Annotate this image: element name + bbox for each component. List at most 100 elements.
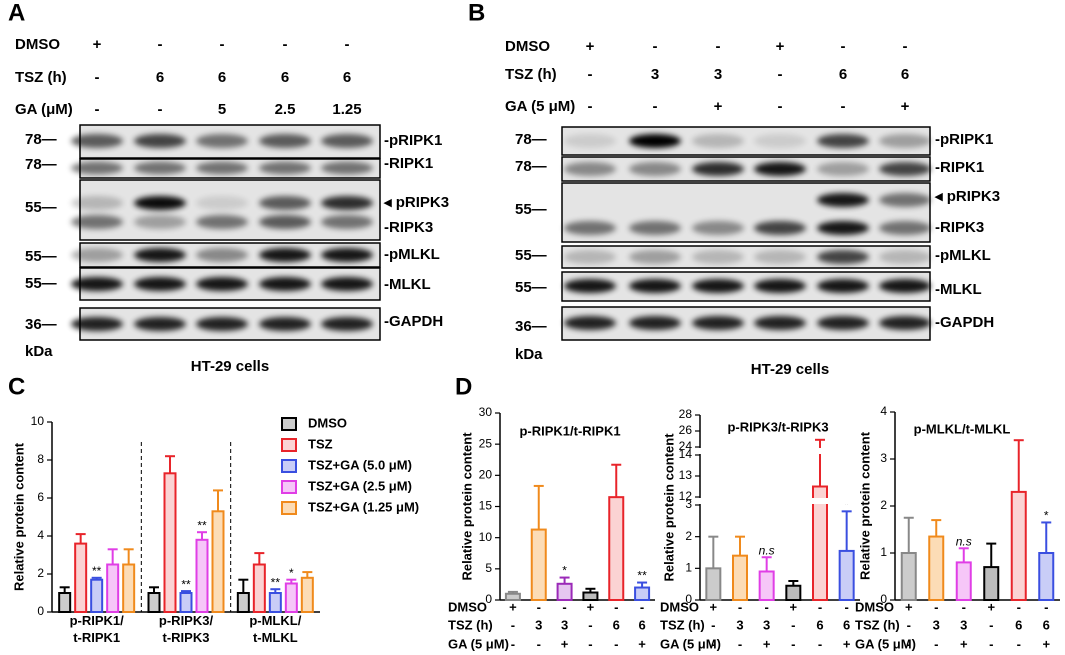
chart-title: p-MLKL/t-MLKL [914, 421, 1011, 436]
band [817, 279, 869, 293]
lane-label: - [95, 101, 100, 118]
error-bar [637, 581, 648, 588]
error-bar [903, 516, 914, 553]
x-row-value: + [843, 636, 851, 651]
band [259, 215, 311, 229]
row-label: GA (5 μM) [505, 98, 575, 115]
mw-marker: 78— [25, 156, 57, 173]
x-row-value: - [614, 599, 618, 614]
mw-marker: 36— [25, 316, 57, 333]
significance: * [1044, 509, 1049, 523]
x-row-label: GA (5 μM) [660, 636, 721, 651]
band [879, 193, 931, 207]
lane-label: 2.5 [275, 101, 296, 118]
bar [195, 538, 209, 613]
row-label: DMSO [505, 38, 550, 55]
x-row-value: 6 [613, 617, 620, 632]
blot [561, 245, 931, 269]
x-row-value: - [962, 599, 966, 614]
chart-title: p-RIPK1/t-RIPK1 [519, 423, 620, 438]
error-bar [559, 576, 570, 584]
band-label: ◂ pRIPK3 [383, 194, 449, 211]
band [321, 215, 373, 229]
error-bar [107, 548, 118, 565]
blot [561, 182, 931, 243]
x-row-value: - [818, 599, 822, 614]
band [879, 316, 931, 330]
x-row-value: - [1044, 599, 1048, 614]
error-bar [75, 533, 86, 544]
error-bar [585, 587, 596, 593]
x-row-value: - [764, 599, 768, 614]
error-bar [931, 519, 942, 537]
band [71, 248, 123, 262]
band [259, 196, 311, 210]
y-tick-label: 5 [485, 561, 492, 575]
error-bar [1013, 439, 1024, 492]
band [134, 161, 186, 175]
x-row-value: - [711, 617, 715, 632]
band [134, 317, 186, 331]
band [134, 196, 186, 210]
x-row-value: - [1017, 636, 1021, 651]
y-tick-label: 13 [679, 468, 693, 482]
x-row-value: - [844, 599, 848, 614]
bar [900, 552, 917, 601]
x-row-value: 6 [1015, 617, 1022, 632]
mw-marker: 55— [515, 201, 547, 218]
caption: HT-29 cells [191, 358, 269, 375]
band [259, 161, 311, 175]
band-label: -pRIPK1 [384, 132, 442, 149]
unit: kDa [515, 346, 543, 363]
x-row-value: 3 [763, 617, 770, 632]
y-tick-label: 12 [679, 489, 693, 503]
band [879, 134, 931, 148]
bar [732, 554, 748, 602]
mw-marker: 55— [25, 275, 57, 292]
x-row-value: - [791, 617, 795, 632]
error-bar [841, 510, 852, 551]
significance: ** [181, 577, 191, 591]
band [564, 250, 616, 264]
panel-label: A [8, 0, 25, 26]
band [817, 162, 869, 176]
x-row-value: - [989, 617, 993, 632]
lane-label: + [901, 98, 910, 115]
x-row-value: 3 [933, 617, 940, 632]
bar [90, 578, 104, 614]
band [692, 250, 744, 264]
error-bar [165, 455, 175, 474]
y-tick-label: 4 [880, 404, 887, 418]
error-bar [958, 547, 969, 563]
lane-label: - [653, 38, 658, 55]
x-row-value: + [710, 599, 718, 614]
band [196, 161, 248, 175]
bar [252, 563, 266, 613]
band [71, 134, 123, 148]
lane-label: - [158, 36, 163, 53]
band-label: -GAPDH [384, 313, 443, 330]
lane-label: - [841, 38, 846, 55]
y-axis-label: Relative protein content [857, 431, 872, 580]
lane-label: 6 [218, 69, 226, 86]
y-axis-label: Relative protein content [661, 433, 676, 582]
lane-label: 6 [343, 69, 351, 86]
y-tick-label: 2 [37, 566, 44, 580]
x-row-value: + [790, 599, 798, 614]
y-tick-label: 0 [880, 592, 887, 606]
bar [58, 592, 72, 613]
lane-label: 6 [839, 66, 847, 83]
x-row-value: - [562, 599, 566, 614]
band [321, 277, 373, 291]
significance: ** [92, 564, 102, 578]
row-label: GA (μM) [15, 101, 73, 118]
x-row-value: - [791, 636, 795, 651]
band [196, 317, 248, 331]
y-tick-label: 0 [685, 592, 692, 606]
significance: ** [271, 575, 281, 589]
band [71, 317, 123, 331]
lane-label: - [588, 98, 593, 115]
significance: ** [197, 518, 207, 532]
blot [79, 179, 381, 241]
